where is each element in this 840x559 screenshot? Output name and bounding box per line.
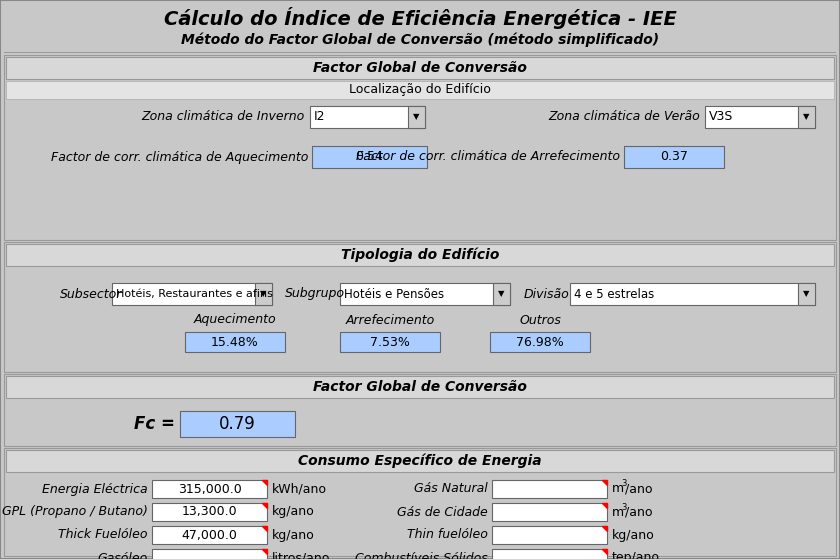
Bar	[6, 376, 834, 398]
Bar	[4, 374, 836, 446]
Bar	[6, 81, 834, 99]
Bar	[4, 52, 836, 53]
Text: kg/ano: kg/ano	[272, 528, 315, 542]
Text: Subgrupo: Subgrupo	[285, 287, 345, 301]
Text: Thick Fuelóleo: Thick Fuelóleo	[59, 528, 148, 542]
Bar	[492, 526, 607, 544]
Text: m: m	[612, 505, 624, 519]
Text: ▼: ▼	[413, 112, 420, 121]
Bar	[4, 448, 836, 556]
Text: ▼: ▼	[803, 112, 810, 121]
Bar	[492, 480, 607, 498]
Text: Factor de corr. climática de Aquecimento: Factor de corr. climática de Aquecimento	[50, 150, 308, 163]
Bar	[6, 244, 834, 266]
Bar	[493, 283, 510, 305]
Text: Zona climática de Verão: Zona climática de Verão	[549, 111, 700, 124]
Polygon shape	[262, 503, 267, 508]
Text: Outros: Outros	[519, 314, 561, 326]
Bar	[255, 283, 272, 305]
Bar	[180, 411, 295, 437]
Text: Divisão: Divisão	[524, 287, 570, 301]
Bar	[112, 283, 272, 305]
Text: 315,000.0: 315,000.0	[177, 482, 241, 495]
Text: Cálculo do Índice de Eficiência Energética - IEE: Cálculo do Índice de Eficiência Energéti…	[164, 7, 676, 29]
Bar	[705, 106, 815, 128]
Text: Factor Global de Conversão: Factor Global de Conversão	[313, 61, 527, 75]
Bar	[152, 503, 267, 521]
Bar	[624, 146, 724, 168]
Bar	[340, 332, 440, 352]
Text: 4 e 5 estrelas: 4 e 5 estrelas	[574, 287, 654, 301]
Text: I2: I2	[314, 111, 326, 124]
Bar	[492, 503, 607, 521]
Bar	[152, 549, 267, 559]
Polygon shape	[602, 480, 607, 485]
Text: kg/ano: kg/ano	[272, 505, 315, 519]
Text: Zona climática de Inverno: Zona climática de Inverno	[142, 111, 305, 124]
Bar	[4, 55, 836, 240]
Bar	[310, 106, 425, 128]
Bar	[152, 480, 267, 498]
Text: 76.98%: 76.98%	[516, 335, 564, 348]
Polygon shape	[262, 480, 267, 485]
Text: Aquecimento: Aquecimento	[194, 314, 276, 326]
Text: kWh/ano: kWh/ano	[272, 482, 327, 495]
Text: Tipologia do Edifício: Tipologia do Edifício	[341, 248, 499, 262]
Text: 7.53%: 7.53%	[370, 335, 410, 348]
Polygon shape	[602, 503, 607, 508]
Bar	[152, 526, 267, 544]
Bar	[4, 242, 836, 372]
Bar	[570, 283, 815, 305]
Text: Hotéis, Restaurantes e afins: Hotéis, Restaurantes e afins	[116, 289, 273, 299]
Text: Localização do Edifício: Localização do Edifício	[349, 83, 491, 97]
Bar	[492, 549, 607, 559]
Bar	[798, 106, 815, 128]
Text: 47,000.0: 47,000.0	[181, 528, 238, 542]
Polygon shape	[262, 549, 267, 554]
Bar	[490, 332, 590, 352]
Text: litros/ano: litros/ano	[272, 552, 330, 559]
Text: 0.79: 0.79	[219, 415, 256, 433]
Bar	[185, 332, 285, 352]
Text: 3: 3	[621, 480, 627, 489]
Bar	[340, 283, 510, 305]
Text: /ano: /ano	[625, 505, 653, 519]
Text: tep/ano: tep/ano	[612, 552, 660, 559]
Text: ▼: ▼	[498, 290, 505, 299]
Text: ▼: ▼	[803, 290, 810, 299]
Polygon shape	[262, 526, 267, 531]
Polygon shape	[602, 526, 607, 531]
Text: 3: 3	[621, 503, 627, 511]
Text: ▼: ▼	[260, 290, 267, 299]
Text: Gás de Cidade: Gás de Cidade	[397, 505, 488, 519]
Bar	[798, 283, 815, 305]
Text: Subsector: Subsector	[60, 287, 123, 301]
Text: kg/ano: kg/ano	[612, 528, 654, 542]
Polygon shape	[602, 549, 607, 554]
Text: Energia Eléctrica: Energia Eléctrica	[42, 482, 148, 495]
Text: Consumo Específico de Energia: Consumo Específico de Energia	[298, 454, 542, 468]
Bar	[6, 57, 834, 79]
Bar	[6, 450, 834, 472]
Text: Combustíveis Sólidos: Combustíveis Sólidos	[355, 552, 488, 559]
Text: V3S: V3S	[709, 111, 733, 124]
Text: m: m	[612, 482, 624, 495]
Text: 15.48%: 15.48%	[211, 335, 259, 348]
Bar	[312, 146, 427, 168]
Text: Factor de corr. climática de Arrefecimento: Factor de corr. climática de Arrefecimen…	[356, 150, 620, 163]
Text: /ano: /ano	[625, 482, 653, 495]
Text: Factor Global de Conversão: Factor Global de Conversão	[313, 380, 527, 394]
Text: Gás Natural: Gás Natural	[414, 482, 488, 495]
Text: Gasóleo: Gasóleo	[97, 552, 148, 559]
Text: GPL (Propano / Butano): GPL (Propano / Butano)	[3, 505, 148, 519]
Text: Método do Factor Global de Conversão (método simplificado): Método do Factor Global de Conversão (mé…	[181, 33, 659, 48]
Text: 0.54: 0.54	[355, 150, 383, 163]
Text: 13,300.0: 13,300.0	[181, 505, 238, 519]
Text: Fc =: Fc =	[134, 415, 175, 433]
Bar	[408, 106, 425, 128]
Text: 0.37: 0.37	[660, 150, 688, 163]
Text: Thin fuelóleo: Thin fuelóleo	[407, 528, 488, 542]
Text: Hotéis e Pensões: Hotéis e Pensões	[344, 287, 444, 301]
Text: Arrefecimento: Arrefecimento	[345, 314, 434, 326]
